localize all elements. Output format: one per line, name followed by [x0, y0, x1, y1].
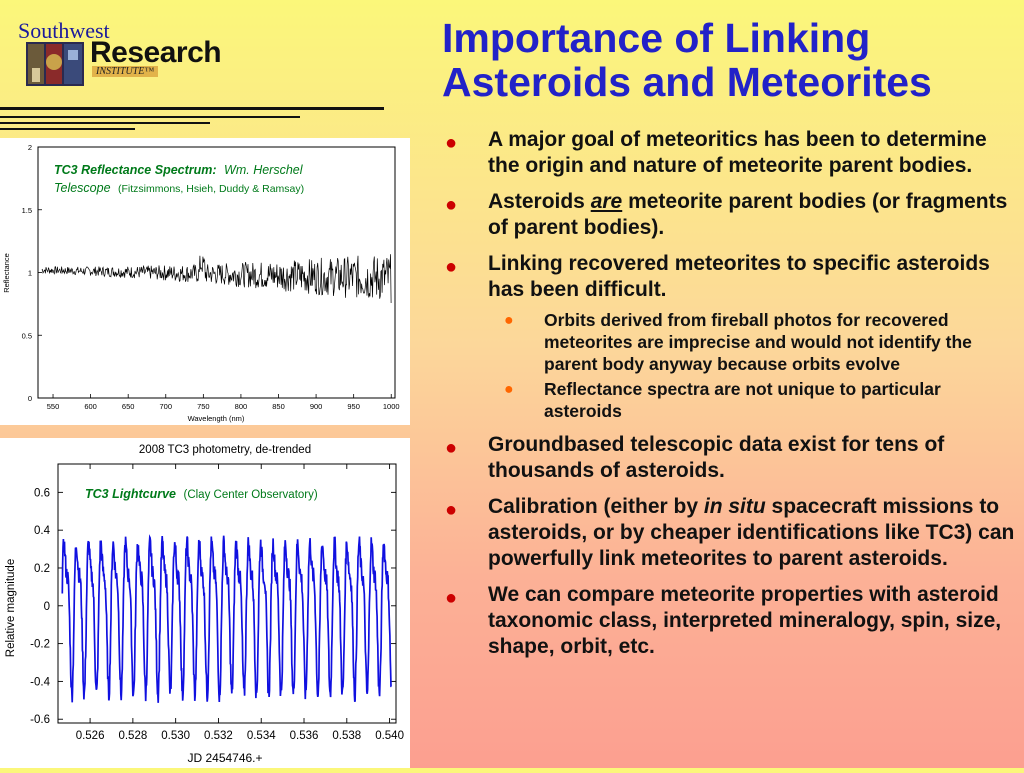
x-tick-label: 0.536 [290, 730, 319, 742]
y-tick-label: 0.5 [22, 331, 32, 340]
sub-bullet-spectra: ● Reflectance spectra are not unique to … [488, 378, 1018, 422]
annotation-credit: (Clay Center Observatory) [183, 489, 317, 501]
lightcurve-chart: 2008 TC3 photometry, de-trended 0.526 0.5… [5, 444, 404, 765]
x-tick-label: 750 [197, 402, 210, 411]
bullet-compare: ● We can compare meteorite properties wi… [443, 582, 1018, 660]
x-tick-label: 0.526 [76, 730, 105, 742]
y-tick-label: 2 [28, 143, 32, 152]
slide-title: Importance of Linking Asteroids and Mete… [442, 15, 932, 105]
bullet-list: ● A major goal of meteoritics has been t… [443, 127, 1018, 670]
bullet-dot-icon: ● [445, 194, 458, 216]
x-tick-label: 0.530 [161, 730, 190, 742]
sub-bullet-dot-icon: ● [504, 381, 514, 398]
x-tick-label: 950 [347, 402, 360, 411]
y-tick-label: 0.2 [34, 563, 50, 575]
x-tick-label: 900 [310, 402, 323, 411]
x-tick-label: 600 [84, 402, 97, 411]
x-tick-label: 550 [47, 402, 60, 411]
bullet-text-pre: Calibration (either by [488, 495, 704, 518]
bullet-emphasis: are [590, 190, 623, 213]
chart-annotation-line2: Telescope (Fitzsimmons, Hsieh, Duddy & R… [54, 181, 304, 195]
y-tick-labels: 0 0.5 1 1.5 2 [22, 143, 42, 403]
logo-mark-icon [26, 42, 84, 86]
bullet-text: A major goal of meteoritics has been to … [488, 128, 987, 177]
y-tick-label: 0 [28, 394, 32, 403]
bullet-calibration: ● Calibration (either by in situ spacecr… [443, 494, 1018, 572]
x-tick-label: 0.538 [332, 730, 361, 742]
bullet-text-post: spacecraft missions to asteroids, or by … [488, 495, 1015, 570]
x-tick-label: 1000 [383, 402, 400, 411]
bullet-linking-difficult: ● Linking recovered meteorites to specif… [443, 251, 1018, 422]
bullet-text: Linking recovered meteorites to specific… [488, 252, 990, 301]
lightcurve-chart-panel: 2008 TC3 photometry, de-trended 0.526 0.5… [0, 438, 410, 768]
bullet-text-post: meteorite parent bodies (or fragments of… [488, 190, 1008, 239]
x-tick-labels: 550 600 650 700 750 800 850 900 950 1000 [47, 394, 400, 411]
sub-bullet-text: Reflectance spectra are not unique to pa… [544, 379, 941, 421]
x-axis-label: JD 2454746.+ [187, 751, 262, 765]
bullet-text-pre: Asteroids [488, 190, 591, 213]
bullet-dot-icon: ● [445, 132, 458, 154]
sub-bullet-dot-icon: ● [504, 312, 514, 329]
chart-annotation-line1: TC3 Reflectance Spectrum: Wm. Herschel [54, 163, 304, 177]
bullet-text: We can compare meteorite properties with… [488, 583, 1002, 658]
sub-bullet-text: Orbits derived from fireball photos for … [544, 310, 972, 374]
sub-bullet-list: ● Orbits derived from fireball photos fo… [488, 309, 1018, 422]
reflectance-series-line [41, 254, 392, 304]
x-axis-label: Wavelength (nm) [188, 414, 245, 423]
annotation-title: TC3 Reflectance Spectrum: [54, 163, 217, 177]
x-tick-label: 650 [122, 402, 135, 411]
y-tick-label: -0.4 [30, 676, 50, 688]
bullet-dot-icon: ● [445, 499, 458, 521]
bullet-emphasis: in situ [703, 495, 766, 518]
x-tick-label: 800 [235, 402, 248, 411]
bullet-groundbased: ● Groundbased telescopic data exist for … [443, 432, 1018, 484]
logo-institute-text: INSTITUTE™ [92, 66, 159, 77]
y-tick-label: -0.6 [30, 714, 50, 726]
x-tick-label: 700 [160, 402, 173, 411]
bullet-text: Groundbased telescopic data exist for te… [488, 433, 945, 482]
swri-logo: Southwest Research INSTITUTE™ [18, 18, 233, 88]
x-tick-label: 0.534 [247, 730, 276, 742]
x-tick-label: 0.540 [375, 730, 404, 742]
x-tick-label: 850 [272, 402, 285, 411]
logo-southwest-text: Southwest [18, 18, 110, 43]
annotation-telescope: Telescope [54, 181, 111, 195]
lightcurve-series-line [61, 534, 392, 703]
y-tick-label: 0 [44, 601, 50, 613]
y-tick-label: 1.5 [22, 206, 32, 215]
logo-research-text: Research [90, 36, 222, 69]
annotation-title: TC3 Lightcurve [85, 487, 176, 501]
x-tick-labels: 0.526 0.528 0.530 0.532 0.534 0.536 0.538 0.540 [76, 464, 404, 742]
x-tick-label: 0.532 [204, 730, 233, 742]
bullet-parent-bodies: ● Asteroids are meteorite parent bodies … [443, 189, 1018, 241]
header-rules [0, 107, 384, 130]
plot-frame [57, 463, 397, 724]
y-tick-label: 1 [28, 269, 32, 278]
y-axis-label: Relative magnitude [5, 559, 17, 657]
y-tick-label: -0.2 [30, 639, 50, 651]
bullet-goal: ● A major goal of meteoritics has been t… [443, 127, 1018, 179]
bullet-dot-icon: ● [445, 587, 458, 609]
y-tick-label: 0.6 [34, 487, 50, 499]
reflectance-chart-panel: 550 600 650 700 750 800 850 900 950 1000 0 0.5 1 1.5… [0, 138, 410, 425]
y-axis-label: Reflectance [2, 253, 11, 293]
chart-annotation: TC3 Lightcurve (Clay Center Observatory) [85, 487, 318, 501]
bullet-dot-icon: ● [445, 256, 458, 278]
x-tick-label: 0.528 [118, 730, 147, 742]
annotation-source: Wm. Herschel [224, 163, 304, 177]
chart-title: 2008 TC3 photometry, de-trended [139, 444, 311, 456]
reflectance-chart: 550 600 650 700 750 800 850 900 950 1000 0 0.5 1 1.5… [2, 143, 400, 423]
annotation-credit: (Fitzsimmons, Hsieh, Duddy & Ramsay) [118, 183, 304, 195]
y-tick-label: 0.4 [34, 525, 51, 537]
bullet-dot-icon: ● [445, 437, 458, 459]
sub-bullet-orbits: ● Orbits derived from fireball photos fo… [488, 309, 1018, 375]
